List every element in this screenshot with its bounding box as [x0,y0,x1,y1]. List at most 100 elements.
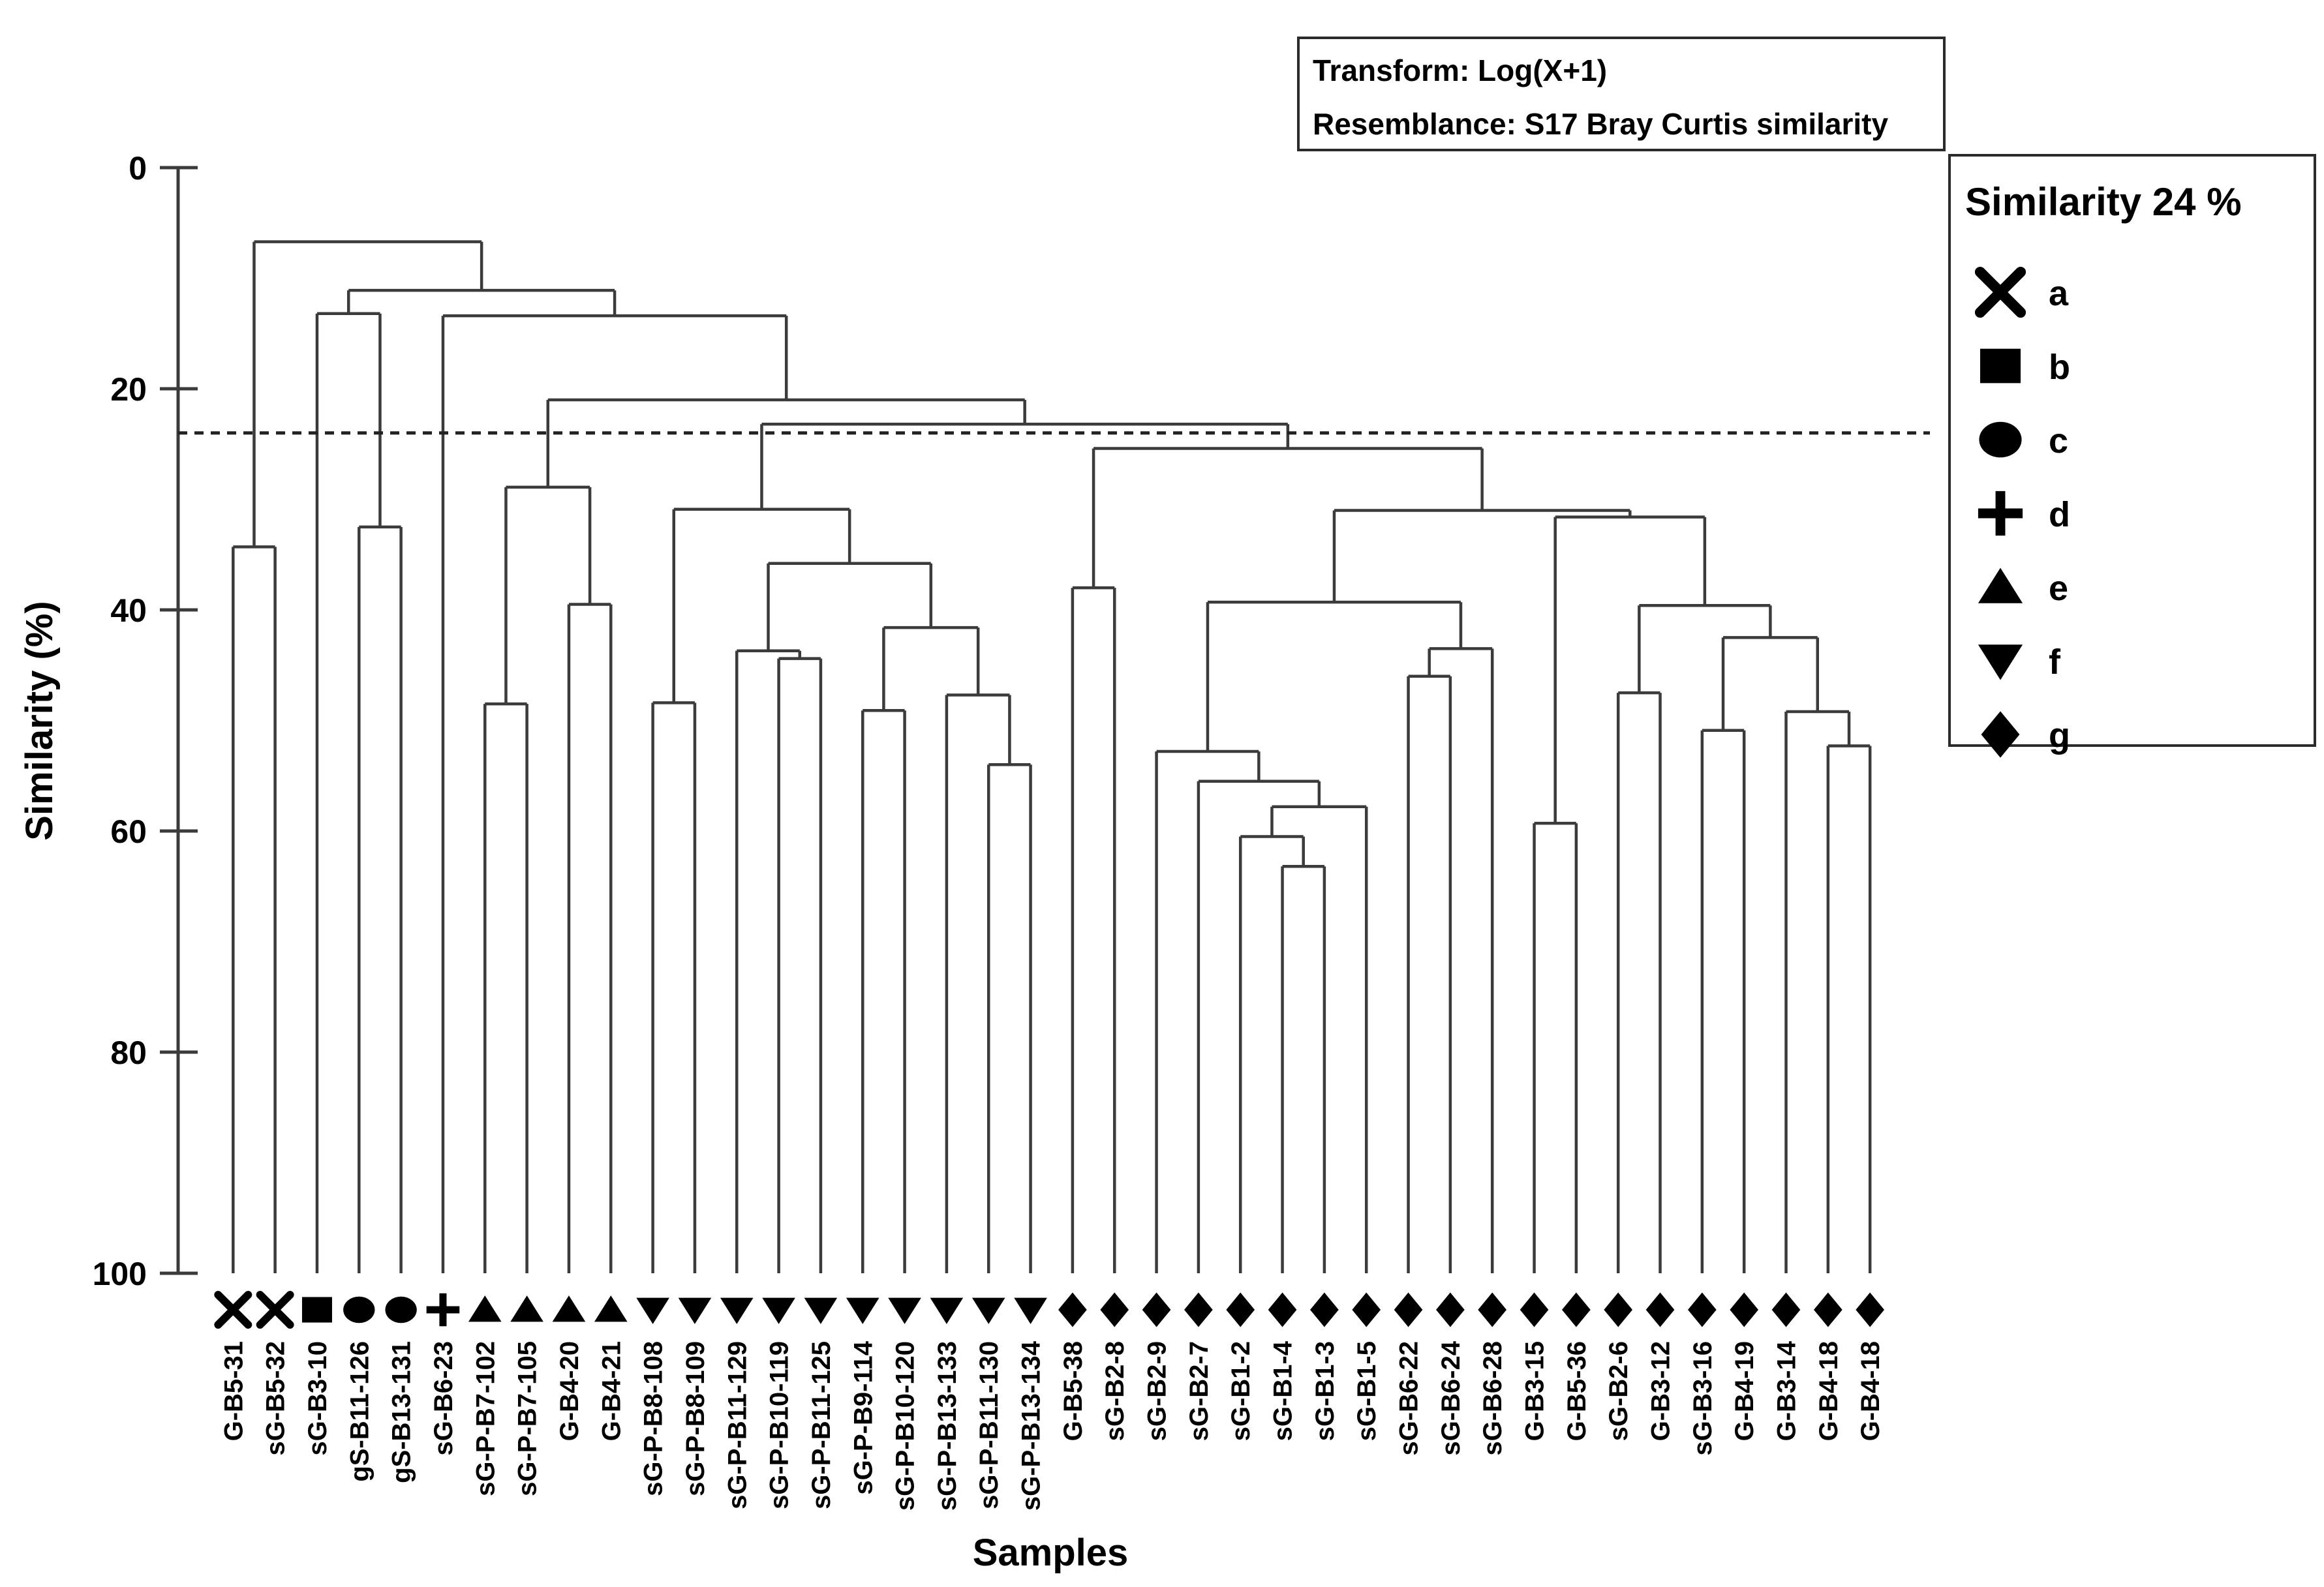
triangle-down-icon [678,1297,712,1324]
sample-label: G-B4-18 [1814,1341,1843,1441]
y-tick-label: 40 [110,592,147,629]
sample-label: G-B3-12 [1647,1341,1675,1441]
sample-label: G-B4-21 [597,1341,626,1441]
sample-label: G-B5-36 [1563,1341,1591,1441]
sample-label: sG-B3-16 [1689,1341,1717,1456]
triangle-down-icon [636,1297,669,1324]
diamond-icon [1352,1292,1381,1327]
y-tick-label: 0 [129,150,147,187]
triangle-up-icon [468,1295,502,1322]
x-mark-icon [256,1291,294,1329]
sample-label: sG-B2-6 [1604,1341,1633,1441]
legend-x-mark-icon [1974,266,2026,318]
triangle-up-icon [594,1295,628,1322]
sample-label: G-B4-19 [1730,1341,1759,1441]
sample-label: sG-P-B9-114 [849,1340,878,1494]
triangle-down-icon [930,1297,964,1324]
legend-item-label: a [2049,274,2069,313]
sample-label: G-B5-31 [219,1341,248,1441]
annotation-box-border [1297,37,1946,151]
triangle-down-icon [846,1297,879,1324]
sample-label: sG-P-B11-125 [807,1341,836,1509]
sample-label: gS-B13-131 [388,1341,416,1483]
sample-label: sG-P-B7-102 [471,1341,500,1496]
sample-label: sG-B2-8 [1101,1341,1129,1441]
diamond-icon [1100,1292,1129,1327]
triangle-down-icon [888,1297,921,1324]
sample-label: G-B5-38 [1059,1341,1088,1441]
circle-icon [343,1296,375,1323]
legend-triangle-up-icon [1978,567,2023,603]
diamond-icon [1813,1292,1842,1327]
diamond-icon [1394,1292,1423,1327]
legend-square-icon [1980,348,2021,384]
diamond-icon [1142,1292,1171,1327]
triangle-down-icon [971,1297,1005,1324]
diamond-icon [1645,1292,1675,1327]
triangle-up-icon [552,1295,586,1322]
triangle-down-icon [804,1297,838,1324]
sample-symbols [214,1291,1885,1329]
sample-label: gS-B11-126 [345,1341,374,1482]
sample-label: sG-P-B10-120 [891,1341,920,1511]
legend-plus-icon [1978,491,2023,536]
y-tick-label: 100 [93,1256,147,1292]
legend-diamond-icon [1981,711,2020,758]
sample-label: sG-B1-2 [1227,1341,1255,1441]
sample-label: sG-P-B11-129 [723,1341,752,1509]
circle-icon [385,1296,417,1323]
diamond-icon [1436,1292,1465,1327]
sample-labels: G-B5-31 sG-B5-32 sG-B3-10 gS-B11-126 gS-B13-… [219,1340,1885,1511]
y-tick-label: 20 [110,371,147,408]
legend-item-label: g [2049,716,2070,755]
diamond-icon [1226,1292,1255,1327]
sample-label: sG-P-B8-108 [639,1341,668,1496]
resemblance-text: Resemblance: S17 Bray Curtis similarity [1313,107,1888,141]
sample-label: G-B4-20 [555,1341,584,1441]
sample-label: sG-P-B13-133 [933,1341,962,1511]
y-axis-title: Similarity (%) [18,601,61,840]
sample-label: sG-P-B10-119 [765,1341,794,1509]
legend-title: Similarity 24 % [1965,180,2242,224]
diamond-icon [1688,1292,1717,1327]
x-mark-icon [214,1291,252,1329]
x-axis-title: Samples [973,1532,1129,1574]
triangle-up-icon [510,1295,543,1322]
square-icon [301,1297,332,1323]
triangle-down-icon [1014,1297,1047,1324]
diamond-icon [1604,1292,1633,1327]
y-tick-label: 60 [110,813,147,850]
diamond-icon [1478,1292,1507,1327]
sample-label: G-B3-14 [1773,1340,1801,1441]
diamond-icon [1520,1292,1549,1327]
triangle-down-icon [762,1297,795,1324]
diamond-icon [1562,1292,1591,1327]
legend-circle-icon [1979,421,2022,458]
transform-text: Transform: Log(X+1) [1313,53,1607,87]
dendrogram-tree [232,240,1872,1273]
diamond-icon [1058,1292,1087,1327]
diamond-icon [1268,1292,1297,1327]
sample-label: sG-P-B7-105 [513,1341,542,1496]
sample-label: sG-B6-28 [1478,1341,1507,1456]
diamond-icon [1771,1292,1801,1327]
sample-label: sG-P-B11-130 [975,1341,1003,1509]
legend-item-label: e [2049,569,2068,608]
sample-label: sG-P-B13-134 [1017,1340,1046,1511]
diamond-icon [1310,1292,1339,1327]
plus-icon [426,1293,460,1327]
sample-label: G-B3-15 [1521,1341,1550,1441]
sample-label: sG-B6-22 [1395,1341,1424,1456]
legend-item-label: c [2049,421,2068,461]
diamond-icon [1184,1292,1213,1327]
sample-label: sG-P-B8-109 [681,1341,710,1496]
triangle-down-icon [720,1297,754,1324]
sample-label: sG-B6-23 [429,1341,458,1456]
sample-label: sG-B3-10 [303,1341,332,1456]
annotation-box: Transform: Log(X+1) Resemblance: S17 Bra… [1297,37,1946,151]
legend-item-label: f [2049,642,2061,682]
sample-label: sG-B2-9 [1143,1341,1172,1441]
sample-label: sG-B2-7 [1185,1341,1214,1441]
